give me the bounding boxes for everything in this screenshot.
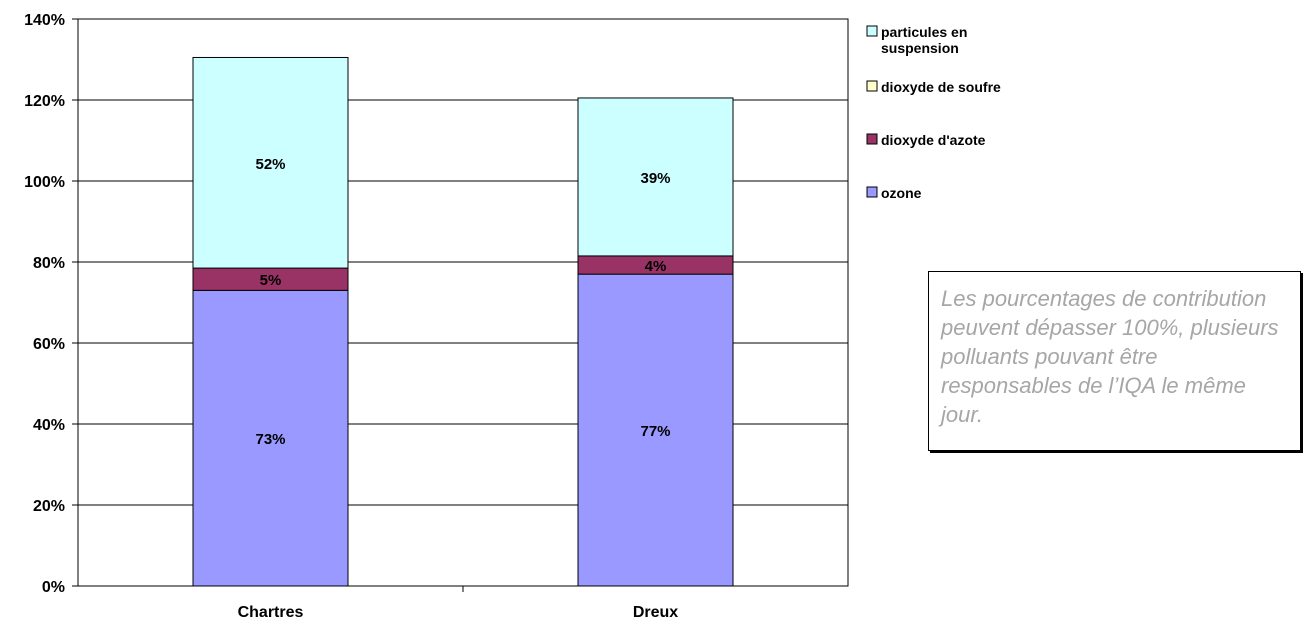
y-tick-label: 80% [33, 255, 65, 272]
y-tick-label: 20% [33, 498, 65, 515]
data-labels: 73% 5% 52% 77% 4% 39% [255, 156, 670, 448]
legend-swatch [866, 80, 878, 92]
x-category-label: Dreux [633, 604, 678, 621]
legend-label: dioxyde de soufre [881, 79, 1001, 95]
data-label: 5% [260, 272, 282, 289]
legend-swatch [866, 133, 878, 145]
y-tick-label: 100% [24, 174, 65, 191]
y-tick-label: 0% [42, 579, 65, 596]
legend-swatch [866, 25, 878, 37]
note-box: Les pourcentages de contribution peuvent… [928, 271, 1301, 451]
bar-segment [192, 289, 349, 587]
y-tick-label: 120% [24, 93, 65, 110]
data-label: 4% [645, 258, 667, 275]
x-category-label: Chartres [238, 604, 304, 621]
data-label: 39% [640, 170, 670, 187]
data-label: 73% [255, 431, 285, 448]
note-text: Les pourcentages de contribution peuvent… [941, 286, 1279, 427]
legend-swatch [866, 186, 878, 198]
legend-label: suspension [881, 40, 959, 56]
legend-label: particules en [881, 24, 967, 40]
axes: 0% 20% 40% 60% 80% 100% 120% 140% Chartres Dreux [24, 12, 849, 621]
legend-label: dioxyde d'azote [881, 132, 986, 148]
y-tick-label: 60% [33, 336, 65, 353]
y-tick-label: 140% [24, 12, 65, 29]
bar-segment [577, 273, 734, 587]
bars [192, 56, 734, 587]
legend-label: ozone [881, 185, 922, 201]
bar-segment [577, 97, 734, 257]
y-tick-label: 40% [33, 417, 65, 434]
bar-segment [192, 56, 349, 269]
data-label: 52% [255, 156, 285, 173]
data-label: 77% [640, 423, 670, 440]
